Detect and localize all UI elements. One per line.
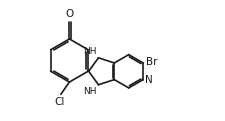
Text: NH: NH (83, 47, 97, 56)
Text: NH: NH (83, 87, 97, 96)
Text: Br: Br (146, 57, 157, 67)
Text: Cl: Cl (54, 97, 65, 107)
Text: O: O (65, 9, 74, 19)
Text: N: N (145, 75, 153, 85)
